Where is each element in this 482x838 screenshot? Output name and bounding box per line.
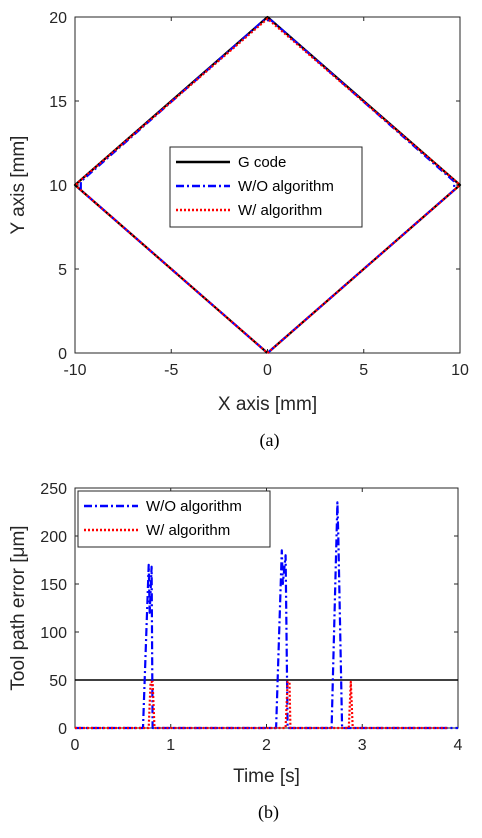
- legend-label: W/O algorithm: [238, 178, 334, 195]
- series-line-2: [75, 680, 449, 730]
- y-axis-label-b: Tool path error [μm]: [8, 525, 29, 690]
- legend-label: G code: [238, 154, 286, 171]
- panel-b: 0 1 2 3 4 0 50 100 150 200 250 Time [s] Tool path …: [8, 481, 463, 823]
- y-tick-label: 100: [40, 625, 67, 642]
- x-tick-label: 0: [71, 737, 80, 754]
- ticks-b: 0 1 2 3 4 0 50 100 150 200 250: [40, 481, 462, 754]
- x-tick-label: 1: [166, 737, 175, 754]
- y-tick-label: 50: [49, 673, 67, 690]
- x-tick-label: 0: [263, 362, 272, 379]
- series-line-1: [75, 501, 458, 730]
- y-axis-label-a: Y axis [mm]: [8, 136, 29, 235]
- x-axis-label-a: X axis [mm]: [218, 394, 317, 415]
- x-tick-label: 5: [359, 362, 368, 379]
- x-tick-label: -10: [63, 362, 86, 379]
- legend-label: W/O algorithm: [146, 498, 242, 515]
- x-axis-label-b: Time [s]: [233, 766, 300, 787]
- series-line-2: [79, 19, 456, 354]
- y-tick-label: 200: [40, 529, 67, 546]
- y-tick-label: 20: [49, 10, 67, 27]
- y-tick-label: 250: [40, 481, 67, 498]
- y-tick-label: 0: [58, 721, 67, 738]
- legend-a: G code W/O algorithm W/ algorithm: [169, 146, 363, 228]
- y-tick-label: 15: [49, 94, 67, 111]
- legend-label: W/ algorithm: [146, 522, 230, 539]
- legend-label: W/ algorithm: [238, 202, 322, 219]
- series-b: [75, 501, 458, 730]
- series-line-3: [75, 17, 460, 354]
- legend-box: [77, 490, 271, 548]
- x-tick-label: 4: [454, 737, 463, 754]
- y-tick-label: 10: [49, 178, 67, 195]
- y-tick-label: 5: [58, 262, 67, 279]
- y-tick-label: 150: [40, 577, 67, 594]
- caption-b: (b): [258, 802, 279, 823]
- x-tick-label: 3: [358, 737, 367, 754]
- legend-box: [169, 146, 363, 228]
- panel-a: -10 -5 0 5 10 0 5 10 15 20 X axis [mm] Y axis [mm…: [8, 10, 469, 451]
- x-tick-label: 10: [451, 362, 469, 379]
- caption-a: (a): [260, 430, 280, 451]
- x-tick-label: 2: [262, 737, 271, 754]
- legend-b: W/O algorithm W/ algorithm: [77, 490, 271, 548]
- series-a: [73, 15, 462, 354]
- x-tick-label: -5: [164, 362, 178, 379]
- y-tick-label: 0: [58, 346, 67, 363]
